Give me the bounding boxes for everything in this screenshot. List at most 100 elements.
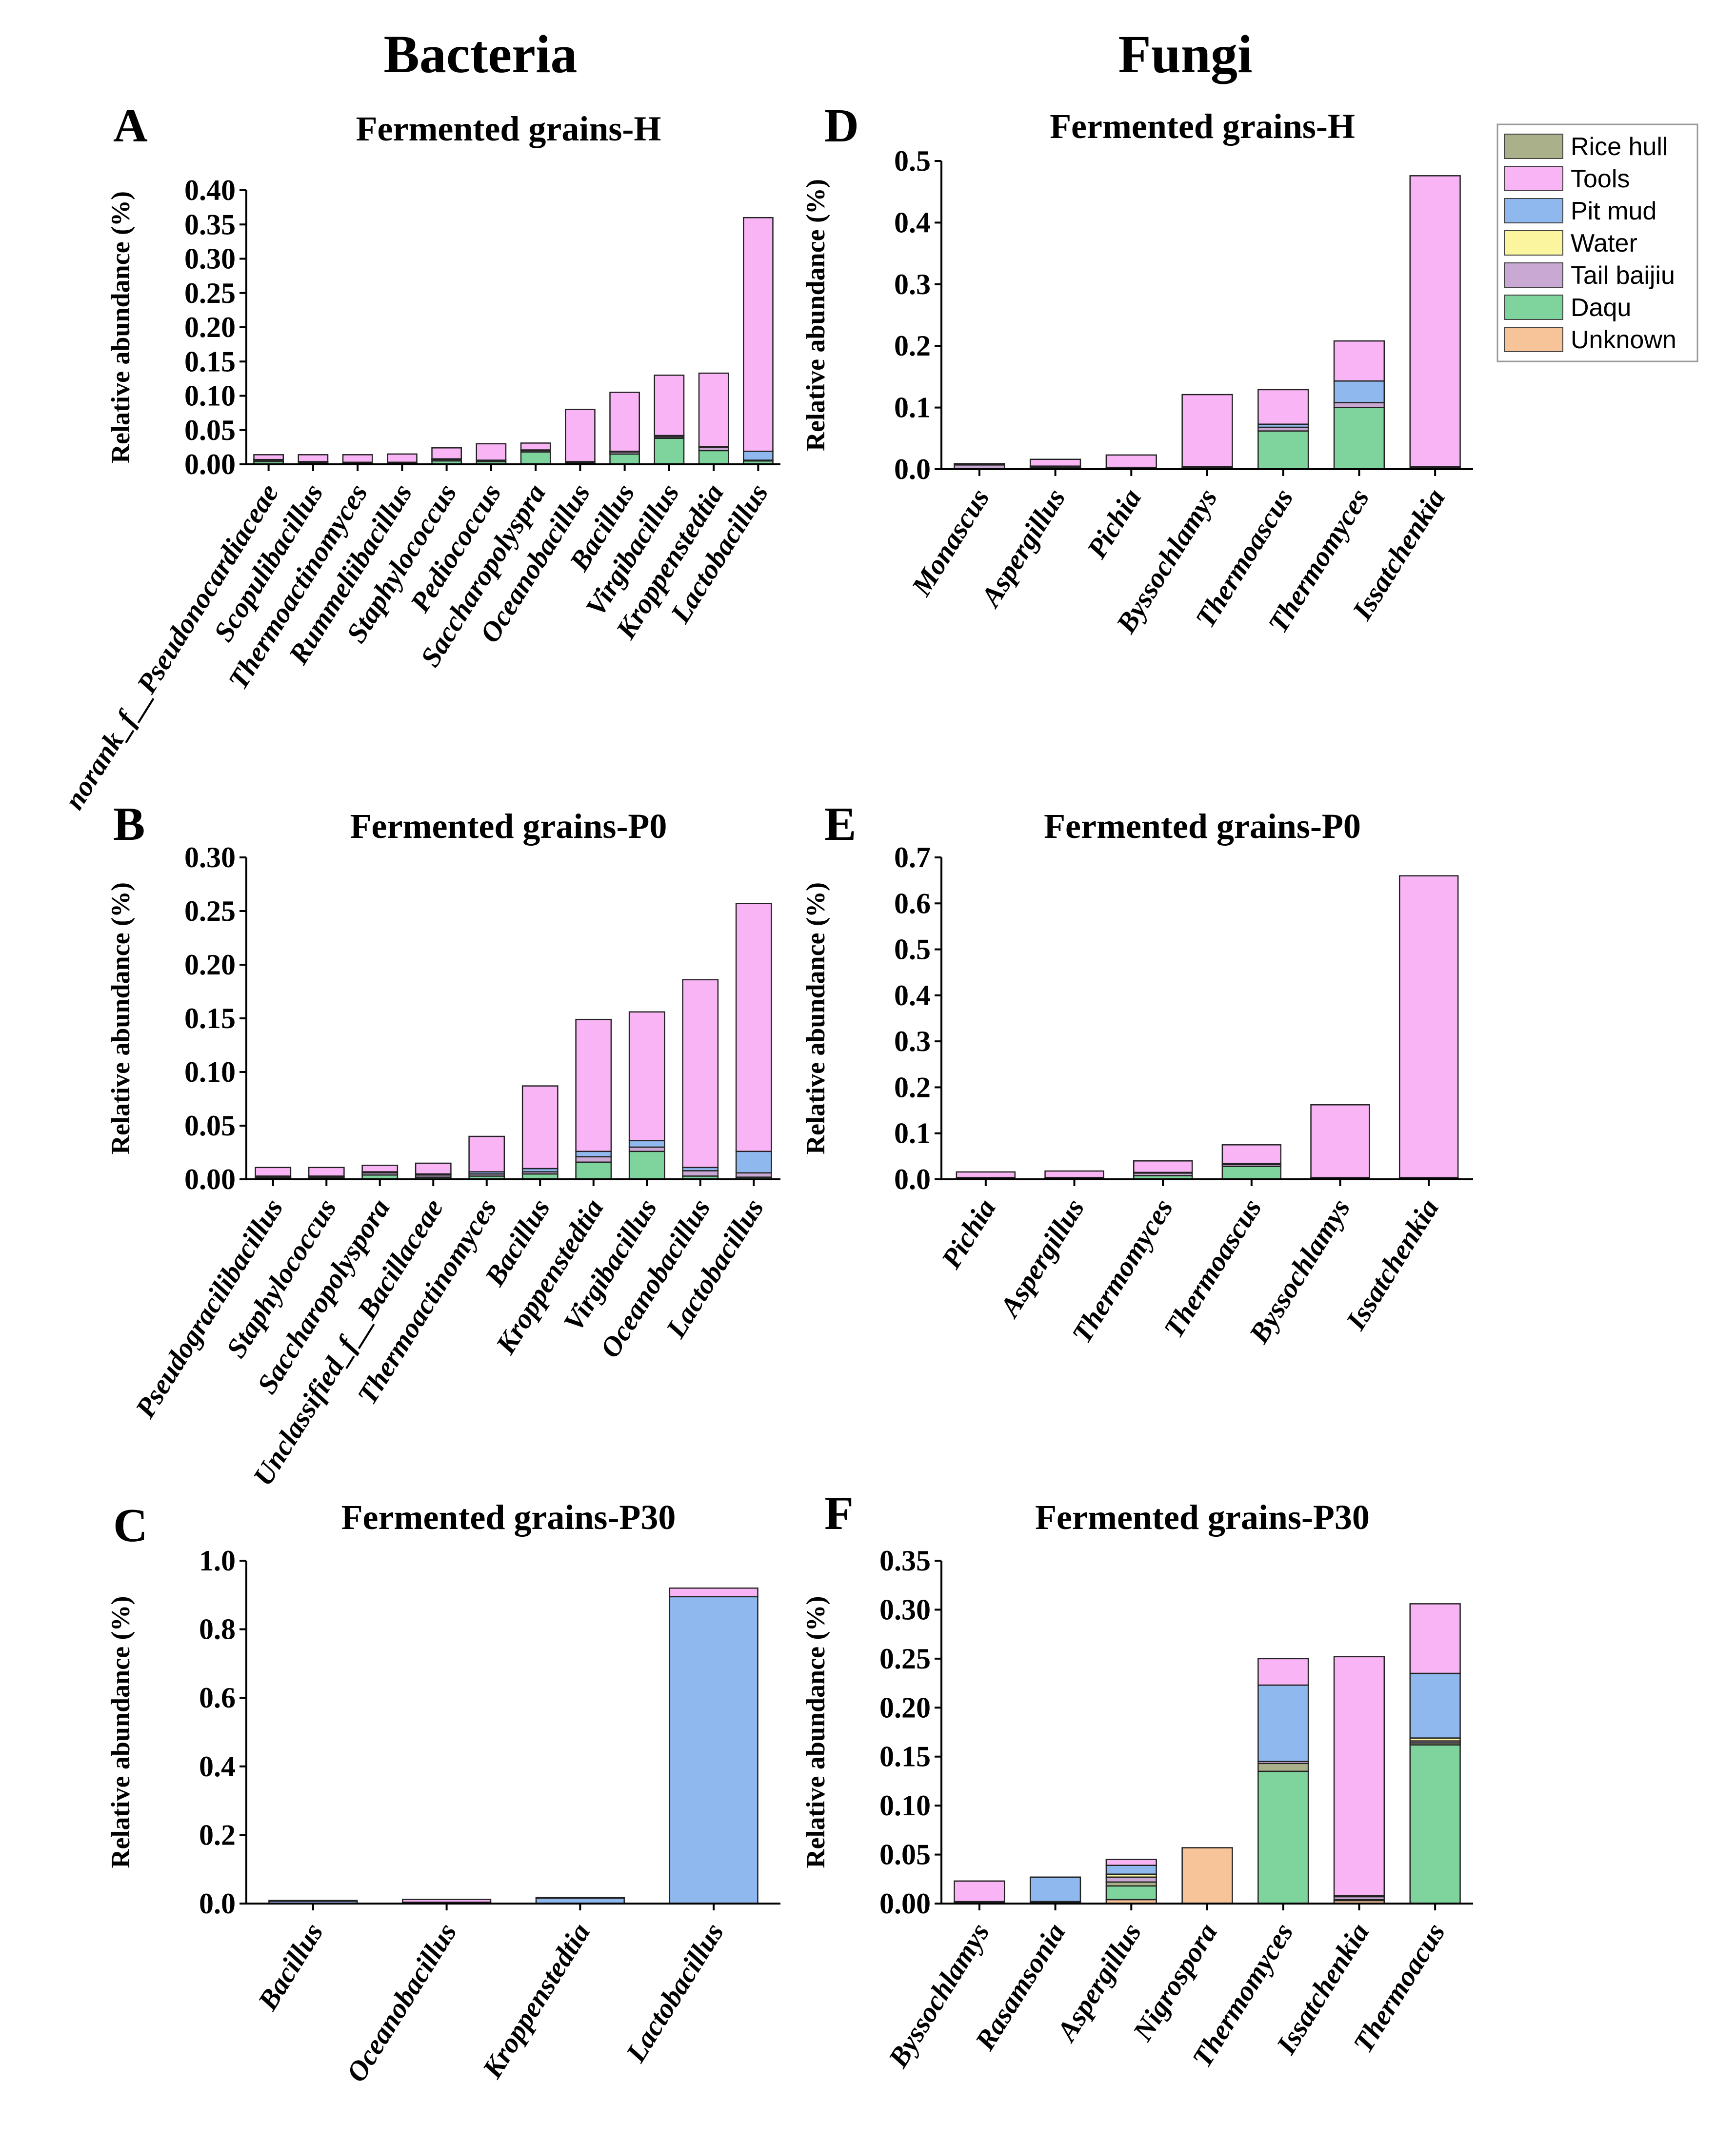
bar-segment-tools-unclassified-f-bacillaceae — [415, 1162, 452, 1175]
panel-title: Fermented grains-H — [356, 109, 661, 148]
panel-letter: A — [113, 99, 148, 152]
y-tick-label: 0.25 — [879, 1643, 931, 1675]
y-axis-label: Relative abundance (%) — [801, 882, 830, 1154]
legend-label-daqu: Daqu — [1571, 294, 1631, 322]
panel-letter: F — [824, 1487, 854, 1540]
x-category-label: Bacillus — [251, 1917, 329, 2016]
bar-segment-tools-pichia — [956, 1171, 1016, 1178]
bar-segment-tools-virgibacillus — [628, 1011, 665, 1142]
bar-segment-daqu-kroppenstedtia — [575, 1161, 612, 1180]
bar-segment-tools-oceanobacillus — [402, 1899, 492, 1903]
panel-c: C Fermented grains-P30 Relative abundance … — [106, 1498, 780, 2087]
bar-segment-tools-saccharopolyspora — [361, 1165, 399, 1172]
y-axis-label: Relative abundance (%) — [106, 1596, 135, 1868]
bar-segment-tools-virgibacillus — [654, 375, 685, 437]
bar-segment-daqu-thermoascus — [1257, 430, 1309, 470]
x-category-label: Pichia — [935, 1193, 1002, 1274]
bar-segment-tools-thermoactinomyces — [468, 1135, 505, 1172]
bar-segment-tools-thermoascus — [1221, 1144, 1282, 1165]
panel-letter: D — [824, 99, 859, 152]
y-tick-label: 1.0 — [199, 1545, 236, 1577]
bar-segment-tools-lactobacillus — [743, 217, 774, 452]
bar-segment-tools-thermomyces — [1133, 1160, 1193, 1173]
panel-letter: B — [113, 798, 145, 851]
bar-segment-pit-mud-thermoacus — [1409, 1672, 1461, 1739]
bar-segment-daqu-aspergillus — [1105, 1885, 1157, 1901]
bar-segment-tools-staphylococcus — [431, 447, 462, 460]
bar-segment-daqu-virgibacillus — [654, 437, 685, 465]
bar-segment-tools-aspergillus — [1105, 1859, 1157, 1866]
bar-segment-tools-issatchenkia — [1409, 175, 1461, 468]
bar-segment-tail-baijiu-oceanobacillus — [682, 1170, 719, 1177]
legend-swatch-unknown — [1504, 327, 1563, 352]
x-category-label: Lactobacillus — [619, 1917, 730, 2068]
y-axis-label: Relative abundance (%) — [106, 882, 135, 1154]
legend-label-rice-hull: Rice hull — [1571, 133, 1668, 161]
y-tick-label: 0.3 — [894, 268, 931, 300]
legend-swatch-water — [1504, 230, 1563, 256]
panel-title: Fermented grains-P0 — [350, 807, 667, 846]
legend: Rice hull Tools Pit mud Water Tail baijiu Daq… — [1497, 123, 1698, 362]
bar-segment-pit-mud-thermomyces — [1333, 380, 1385, 403]
bar-segment-daqu-virgibacillus — [628, 1151, 665, 1180]
panel-a: A Fermented grains-H Relative abundance (%… — [58, 99, 780, 815]
bar-segment-daqu-kroppenstedtia — [698, 450, 729, 465]
bar-segment-pit-mud-rasamsonia — [1029, 1876, 1081, 1903]
chart-panels: A Fermented grains-H Relative abundance (%… — [58, 99, 1473, 2087]
legend-swatch-tail-baijiu — [1504, 262, 1563, 288]
x-category-label: Oceanobacillus — [340, 1917, 462, 2087]
bar-segment-rice-hull-thermomyces — [1257, 1763, 1309, 1772]
x-category-label: Pichia — [1080, 483, 1148, 564]
bar-segment-tools-oceanobacillus — [565, 409, 596, 462]
y-tick-label: 0.1 — [894, 1117, 931, 1150]
x-category-label: Kroppenstedtia — [476, 1917, 596, 2084]
bar-segment-tools-lactobacillus — [669, 1587, 758, 1598]
bar-segment-pit-mud-lactobacillus — [743, 451, 774, 461]
x-category-label: Issatchenkia — [1339, 1193, 1445, 1335]
y-tick-label: 0.20 — [184, 311, 236, 343]
y-tick-label: 0.0 — [894, 1163, 931, 1195]
x-category-label: Byssochlamys — [882, 1917, 996, 2073]
y-axis-label: Relative abundance (%) — [801, 1596, 830, 1868]
bar-segment-tools-aspergillus — [1044, 1170, 1104, 1178]
bar-segment-tail-baijiu-thermomyces — [1333, 402, 1385, 408]
y-tick-label: 0.25 — [184, 895, 236, 927]
y-tick-label: 0.10 — [184, 1056, 236, 1088]
y-tick-label: 0.15 — [879, 1741, 931, 1773]
y-tick-label: 0.5 — [894, 145, 931, 177]
y-axis-label: Relative abundance (%) — [106, 191, 135, 463]
bar-segment-tools-monascus — [954, 463, 1005, 465]
legend-swatch-rice-hull — [1504, 134, 1563, 159]
bar-segment-tools-byssochlamys — [1181, 394, 1233, 468]
bar-segment-daqu-thermomyces — [1257, 1770, 1309, 1905]
panel-title: Fermented grains-P30 — [1035, 1498, 1370, 1537]
y-tick-label: 0.4 — [894, 206, 931, 238]
bar-segment-tools-bacillus — [609, 392, 640, 452]
panel-d: D Fermented grains-H Relative abundance (%… — [801, 99, 1473, 639]
y-tick-label: 0.8 — [199, 1613, 236, 1646]
y-tick-label: 0.15 — [184, 345, 236, 377]
legend-swatch-tools — [1504, 166, 1563, 191]
bar-segment-tools-scopulibacillus — [298, 454, 329, 462]
panel-title: Fermented grains-P30 — [341, 1498, 676, 1537]
panel-title: Fermented grains-P0 — [1044, 807, 1361, 846]
bar-segment-pit-mud-kroppenstedtia — [575, 1151, 612, 1158]
bar-segment-tail-baijiu-aspergillus — [1105, 1876, 1157, 1883]
bar-segment-daqu-saccharopolyspra — [520, 451, 551, 465]
y-tick-label: 0.20 — [184, 949, 236, 981]
bar-segment-tools-norank-f-pseudonocardiaceae — [253, 454, 284, 460]
y-tick-label: 0.25 — [184, 277, 236, 309]
y-tick-label: 0.0 — [894, 453, 931, 485]
bar-segment-tools-byssochlamys — [954, 1880, 1005, 1903]
legend-label-water: Water — [1571, 229, 1637, 258]
y-tick-label: 0.00 — [184, 1163, 236, 1195]
bar-segment-pit-mud-virgibacillus — [628, 1140, 665, 1148]
bar-segment-tools-thermoacus — [1409, 1603, 1461, 1674]
legend-label-pit-mud: Pit mud — [1571, 197, 1656, 225]
bar-segment-pit-mud-aspergillus — [1105, 1865, 1157, 1875]
y-tick-label: 0.5 — [894, 933, 931, 966]
y-tick-label: 0.2 — [199, 1819, 236, 1851]
x-category-label: Aspergillus — [993, 1193, 1090, 1323]
legend-label-tail-baijiu: Tail baijiu — [1571, 261, 1675, 290]
